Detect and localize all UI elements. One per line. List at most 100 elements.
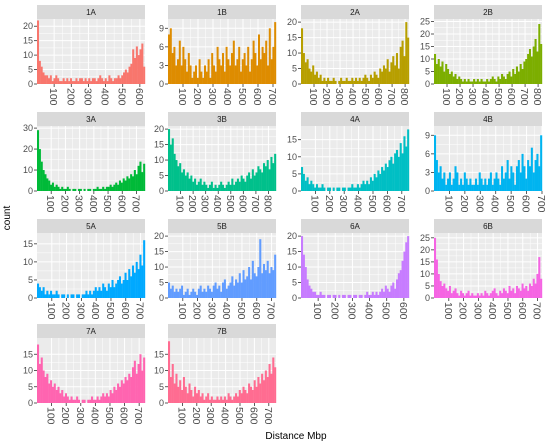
- x-tick-label: 300: [337, 195, 349, 213]
- histogram-bar: [397, 273, 400, 298]
- histogram-bar: [223, 187, 226, 191]
- histogram-bar: [143, 357, 146, 403]
- histogram-bar: [253, 380, 256, 403]
- histogram-bar: [128, 66, 131, 84]
- histogram-bar: [214, 71, 217, 84]
- x-tick-label: 600: [372, 88, 384, 106]
- histogram-bar: [502, 76, 505, 84]
- histogram-bar: [195, 294, 198, 298]
- histogram-bar: [193, 71, 196, 84]
- histogram-bar: [111, 279, 114, 298]
- histogram-bar: [201, 393, 204, 403]
- histogram-bar: [109, 287, 112, 298]
- histogram-bar: [195, 393, 198, 403]
- histogram-bar: [242, 178, 245, 191]
- x-tick-label: 700: [531, 302, 543, 320]
- histogram-bar: [102, 393, 105, 403]
- histogram-bar: [527, 160, 530, 191]
- histogram-bar: [135, 261, 138, 298]
- histogram-bar: [358, 187, 361, 191]
- x-tick-label: 700: [266, 88, 278, 106]
- histogram-bar: [504, 172, 507, 191]
- y-axis-title: count: [2, 206, 13, 231]
- x-tick-label: 500: [236, 88, 248, 106]
- histogram-bar: [274, 153, 277, 191]
- histogram-bar: [517, 71, 520, 84]
- histogram-bar: [384, 68, 387, 84]
- histogram-bar: [77, 294, 81, 298]
- histogram-bar: [231, 53, 233, 84]
- y-tick-label: 0: [425, 293, 430, 303]
- histogram-bar: [441, 61, 444, 84]
- x-tick-label: 200: [60, 302, 72, 320]
- histogram-bar: [117, 279, 120, 298]
- x-tick-label: 600: [505, 88, 517, 106]
- histogram-bar: [207, 393, 210, 403]
- histogram-bar: [392, 56, 395, 84]
- histogram-bar: [530, 285, 533, 298]
- histogram-bar: [208, 288, 212, 298]
- histogram-bar: [120, 182, 123, 191]
- histogram-bar: [332, 294, 335, 298]
- histogram-bar: [120, 380, 123, 403]
- histogram-bar: [223, 71, 226, 84]
- histogram-bar: [216, 288, 219, 298]
- y-tick-label: 5: [425, 281, 430, 291]
- histogram-bar: [53, 383, 56, 403]
- histogram-bar: [66, 294, 69, 298]
- y-tick-label: 20: [420, 245, 430, 255]
- histogram-bar: [105, 290, 108, 298]
- histogram-bar: [395, 53, 399, 84]
- x-tick-label: 300: [345, 302, 357, 320]
- histogram-bar: [403, 56, 406, 84]
- x-tick-label: 100: [442, 302, 454, 320]
- histogram-bar: [100, 188, 103, 191]
- histogram-bar: [390, 156, 393, 191]
- histogram-bar: [242, 270, 245, 298]
- histogram-bar: [317, 294, 320, 298]
- histogram-bar: [471, 293, 474, 298]
- histogram-bar: [169, 144, 172, 191]
- histogram-bar: [38, 60, 41, 84]
- facet-strip-label: 3A: [86, 115, 96, 124]
- histogram-bar: [343, 187, 346, 191]
- x-tick-label: 200: [457, 302, 469, 320]
- x-tick-label: 100: [44, 195, 56, 213]
- histogram-bar: [368, 80, 371, 84]
- histogram-bar: [218, 184, 221, 191]
- histogram-bar: [181, 390, 184, 403]
- histogram-bar: [375, 291, 378, 298]
- histogram-bar: [98, 188, 101, 191]
- histogram-bar: [50, 184, 53, 191]
- histogram-bar: [345, 77, 348, 84]
- histogram-bar: [38, 149, 41, 191]
- histogram-bar: [478, 295, 481, 298]
- histogram-bar: [179, 288, 182, 298]
- histogram-bar: [437, 172, 440, 191]
- histogram-bar: [66, 186, 69, 191]
- histogram-bar: [486, 293, 489, 298]
- histogram-bar: [113, 78, 116, 84]
- histogram-bar: [528, 49, 532, 84]
- histogram-bar: [190, 390, 193, 403]
- histogram-bar: [250, 59, 253, 84]
- histogram-bar: [304, 62, 307, 84]
- histogram-bar: [179, 380, 182, 403]
- histogram-bar: [69, 78, 72, 84]
- histogram-bar: [102, 81, 105, 84]
- histogram-bar: [314, 291, 317, 298]
- histogram-bar: [353, 187, 356, 191]
- histogram-bar: [225, 399, 228, 403]
- y-tick-label: 0: [425, 186, 430, 196]
- histogram-bar: [538, 24, 541, 84]
- histogram-bar: [98, 399, 101, 403]
- histogram-bar: [218, 285, 221, 298]
- histogram-bar: [141, 265, 144, 298]
- histogram-bar: [128, 178, 131, 191]
- histogram-bar: [229, 184, 232, 191]
- facet-4A: 4A 0 5 10 15 100 200 300 400 500 600 700: [287, 112, 410, 213]
- histogram-bar: [82, 81, 85, 84]
- histogram-bar: [110, 78, 113, 84]
- histogram-bar: [461, 81, 464, 84]
